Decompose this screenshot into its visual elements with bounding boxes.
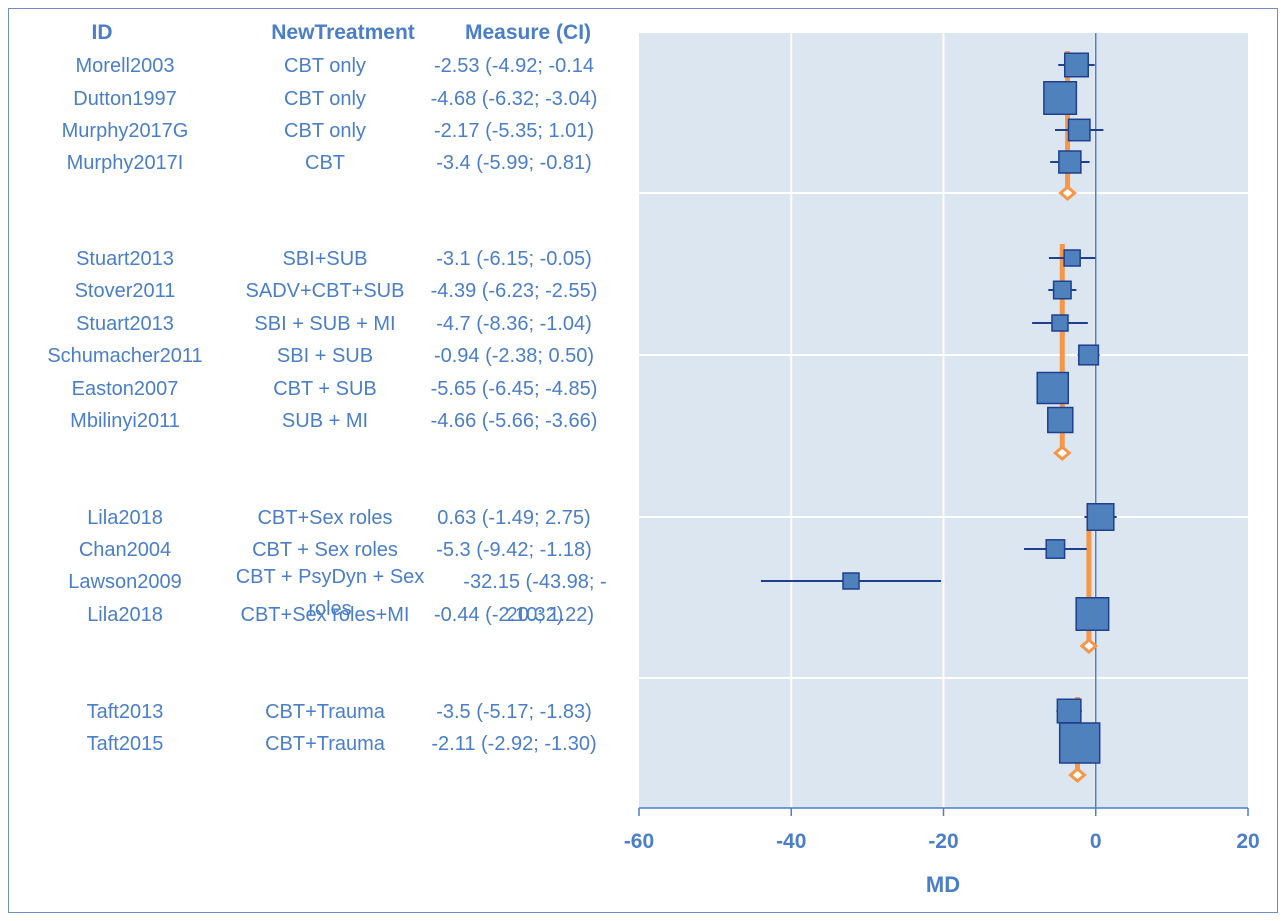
effect-square — [1058, 722, 1101, 764]
x-tick-label: 0 — [1090, 830, 1102, 853]
study-treatment: CBT + Sex roles — [252, 539, 398, 561]
effect-square — [1036, 371, 1069, 405]
x-tick-label: 20 — [1236, 830, 1259, 853]
effect-square — [1067, 118, 1091, 142]
study-measure: -4.66 (-5.66; -3.66) — [431, 410, 598, 432]
study-treatment: CBT — [305, 152, 345, 174]
effect-square — [1078, 344, 1100, 366]
study-measure: -2.53 (-4.92; -0.14 — [434, 55, 594, 77]
study-treatment: roles — [308, 598, 351, 620]
x-tick-label: -60 — [624, 830, 654, 853]
study-id: Stover2011 — [75, 280, 176, 302]
study-measure: -3.1 (-6.15; -0.05) — [436, 248, 592, 270]
x-axis-label: MD — [926, 872, 960, 897]
study-id: Stuart2013 — [76, 248, 174, 270]
study-treatment: CBT+Sex roles+MI — [241, 604, 410, 626]
effect-square — [1058, 150, 1082, 174]
study-treatment: CBT+Trauma — [265, 701, 386, 723]
header-measure: Measure (CI) — [465, 21, 591, 44]
study-treatment: CBT only — [284, 88, 366, 110]
study-id: Easton2007 — [72, 378, 179, 400]
study-measure: -3.5 (-5.17; -1.83) — [436, 701, 592, 723]
study-measure: -0.44 (-2.10; 1.22) — [434, 604, 594, 626]
study-measure: 20.32) — [507, 604, 564, 626]
effect-square — [1043, 81, 1078, 115]
study-id: Taft2013 — [87, 701, 164, 723]
study-treatment: CBT only — [284, 55, 366, 77]
study-measure: -3.4 (-5.99; -0.81) — [436, 152, 592, 174]
study-treatment: CBT + PsyDyn + Sex — [236, 566, 425, 588]
study-measure: -5.3 (-9.42; -1.18) — [436, 539, 592, 561]
study-treatment: CBT+Sex roles — [257, 507, 392, 529]
effect-square — [1086, 503, 1115, 531]
study-id: Murphy2017G — [62, 120, 189, 142]
study-id: Mbilinyi2011 — [70, 410, 180, 432]
effect-square — [1045, 539, 1066, 559]
x-tick-label: -40 — [776, 830, 806, 853]
study-id: Schumacher2011 — [47, 345, 202, 367]
study-treatment: SADV+CBT+SUB — [246, 280, 405, 302]
study-id: Dutton1997 — [73, 88, 176, 110]
study-measure: -32.15 (-43.98; - — [463, 571, 606, 593]
study-measure: -4.68 (-6.32; -3.04) — [431, 88, 598, 110]
study-measure: -4.7 (-8.36; -1.04) — [436, 313, 592, 335]
effect-square — [1051, 314, 1069, 332]
study-treatment: SBI + SUB + MI — [254, 313, 395, 335]
header-id: ID — [92, 21, 113, 44]
pooled-diamond — [1079, 638, 1099, 654]
study-id: Chan2004 — [79, 539, 171, 561]
effect-square — [1052, 280, 1072, 300]
study-id: Taft2015 — [87, 733, 164, 755]
effect-square — [1047, 406, 1074, 434]
study-id: Lila2018 — [87, 604, 163, 626]
study-treatment: CBT+Trauma — [265, 733, 386, 755]
effect-square — [1063, 52, 1089, 78]
study-measure: 0.63 (-1.49; 2.75) — [437, 507, 590, 529]
effect-square — [1075, 597, 1110, 631]
chart-frame — [8, 8, 1278, 913]
study-id: Murphy2017I — [67, 152, 184, 174]
pooled-diamond — [1058, 185, 1077, 201]
study-treatment: SBI+SUB — [282, 248, 367, 270]
study-measure: -2.17 (-5.35; 1.01) — [434, 120, 594, 142]
pooled-diamond — [1068, 767, 1087, 783]
study-id: Lawson2009 — [68, 571, 181, 593]
study-measure: -4.39 (-6.23; -2.55) — [431, 280, 598, 302]
study-measure: -2.11 (-2.92; -1.30) — [431, 733, 596, 755]
x-tick-label: -20 — [928, 830, 958, 853]
effect-square — [1063, 249, 1081, 267]
effect-square — [1056, 698, 1082, 724]
study-id: Morell2003 — [76, 55, 175, 77]
effect-square — [842, 572, 860, 590]
study-measure: -5.65 (-6.45; -4.85) — [431, 378, 598, 400]
study-treatment: CBT only — [284, 120, 366, 142]
study-treatment: SBI + SUB — [277, 345, 373, 367]
study-measure: -0.94 (-2.38; 0.50) — [434, 345, 594, 367]
header-treatment: NewTreatment — [271, 21, 415, 44]
study-id: Stuart2013 — [76, 313, 174, 335]
study-treatment: SUB + MI — [282, 410, 368, 432]
pooled-diamond — [1052, 445, 1072, 461]
study-id: Lila2018 — [87, 507, 163, 529]
study-treatment: CBT + SUB — [273, 378, 377, 400]
